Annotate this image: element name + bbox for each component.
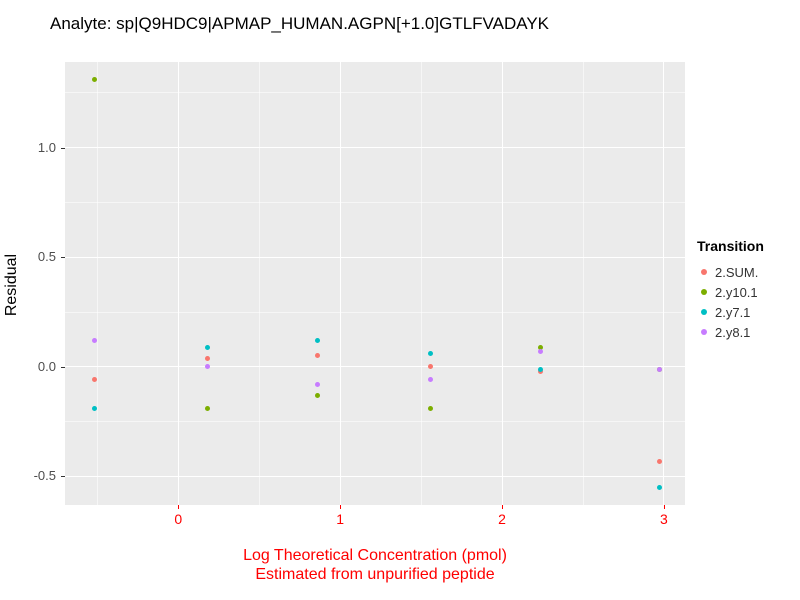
data-point [204, 364, 210, 370]
data-point [91, 77, 97, 83]
gridline-minor-horizontal [65, 311, 685, 313]
plot-title: Analyte: sp|Q9HDC9|APMAP_HUMAN.AGPN[+1.0… [50, 14, 550, 33]
y-axis-tick-label: 0.0 [37, 358, 56, 374]
gridline-major-horizontal [65, 147, 685, 149]
data-point [204, 355, 210, 361]
plot-panel [65, 62, 685, 505]
data-point [656, 458, 662, 464]
data-point [538, 366, 544, 372]
legend-key-dot [701, 269, 707, 275]
data-point [315, 392, 321, 398]
x-axis-tick-label: 1 [336, 511, 345, 527]
data-point [315, 381, 321, 387]
x-axis-title-line1: Log Theoretical Concentration (pmol) [243, 547, 507, 564]
data-point [656, 484, 662, 490]
x-axis-title: Log Theoretical Concentration (pmol) Est… [65, 546, 685, 584]
x-axis-tick-mark [340, 505, 342, 509]
gridline-major-vertical [177, 62, 179, 505]
data-point [428, 377, 434, 383]
x-axis-tick-label: 3 [660, 511, 668, 527]
legend-key-dot [701, 309, 707, 315]
y-axis-title: Residual [3, 253, 20, 317]
legend-entry: 2.y7.1 [697, 302, 797, 322]
x-axis-tick-mark [663, 505, 665, 509]
y-axis-tick-label: 0.5 [37, 249, 56, 265]
gridline-major-horizontal [65, 256, 685, 258]
legend: Transition 2.SUM. 2.y10.1 2.y7.1 2.y8.1 [697, 238, 797, 342]
x-axis-tick-mark [178, 505, 180, 509]
y-axis-tick-mark [61, 257, 65, 259]
gridline-minor-vertical [258, 62, 260, 505]
data-point [91, 406, 97, 411]
data-point [656, 366, 662, 372]
y-axis-tick-label: -0.5 [33, 468, 56, 484]
gridline-major-vertical [663, 62, 665, 505]
data-point [315, 338, 321, 344]
y-axis-tick-mark [61, 366, 65, 368]
data-point [538, 348, 544, 354]
legend-entries: 2.SUM. 2.y10.1 2.y7.1 2.y8.1 [697, 262, 797, 342]
y-axis-tick-mark [61, 147, 65, 149]
data-point [538, 344, 544, 350]
gridline-major-vertical [339, 62, 341, 505]
x-axis-tick-label: 0 [174, 511, 183, 527]
data-point [91, 338, 97, 344]
data-point [204, 344, 210, 350]
legend-entry-label: 2.y8.1 [715, 324, 751, 340]
legend-key-dot [701, 289, 707, 295]
data-point [315, 353, 321, 359]
gridline-minor-vertical [582, 62, 584, 505]
legend-entry: 2.y8.1 [697, 322, 797, 342]
y-axis-tick-mark [61, 476, 65, 478]
data-point [428, 406, 434, 411]
data-point [428, 351, 434, 357]
gridline-minor-vertical [420, 62, 422, 505]
x-axis-tick-mark [502, 505, 504, 509]
legend-key-dot [701, 329, 707, 335]
legend-entry-label: 2.SUM. [715, 264, 759, 280]
gridline-major-vertical [501, 62, 503, 505]
gridline-minor-vertical [96, 62, 98, 505]
legend-entry-label: 2.y10.1 [715, 284, 758, 300]
legend-entry: 2.y10.1 [697, 282, 797, 302]
y-axis-tick-label: 1.0 [37, 139, 56, 155]
x-axis-title-line2: Estimated from unpurified peptide [255, 566, 495, 583]
gridline-minor-horizontal [65, 92, 685, 94]
data-point [428, 364, 434, 370]
legend-entry: 2.SUM. [697, 262, 797, 282]
x-axis-tick-label: 2 [498, 511, 506, 527]
legend-title: Transition [697, 238, 764, 254]
gridline-major-horizontal [65, 475, 685, 477]
gridline-minor-horizontal [65, 421, 685, 423]
data-point [91, 377, 97, 383]
gridline-minor-horizontal [65, 201, 685, 203]
data-point [204, 406, 210, 411]
legend-entry-label: 2.y7.1 [715, 304, 751, 320]
gridline-major-horizontal [65, 366, 685, 368]
